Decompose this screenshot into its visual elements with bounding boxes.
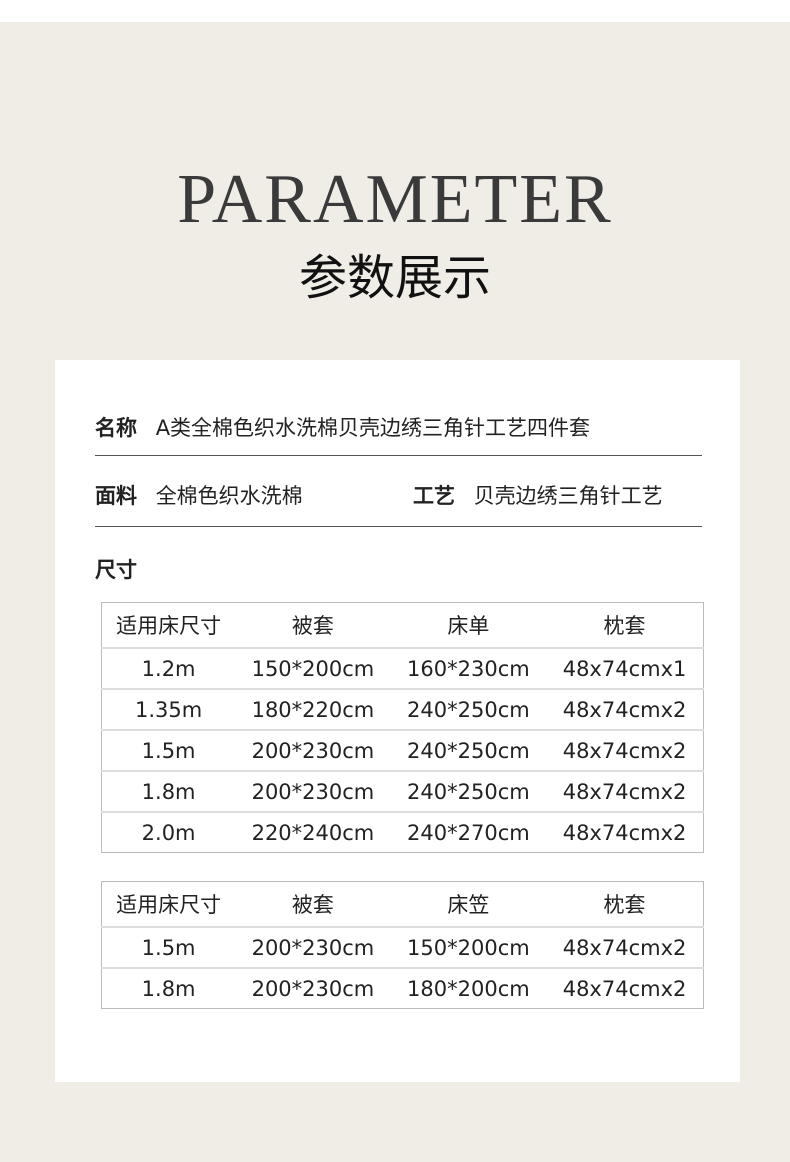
header-cell: 床单 [390,602,547,649]
fabric-craft-row: 面料 全棉色织水洗棉 工艺 贝壳边绣三角针工艺 [95,480,702,510]
table-cell: 240*250cm [390,771,547,813]
table-cell: 48x74cmx2 [546,730,704,772]
table-cell: 160*230cm [390,648,547,690]
table-cell: 48x74cmx2 [546,771,704,813]
table-cell: 48x74cmx2 [546,927,704,969]
parameter-card: 名称 A类全棉色织水洗棉贝壳边绣三角针工艺四件套 面料 全棉色织水洗棉 工艺 贝… [55,360,740,1082]
table-cell: 200*230cm [235,730,391,772]
table-header: 适用床尺寸 被套 床单 枕套 [101,602,704,649]
table-row: 1.5m 200*230cm 240*250cm 48x74cmx2 [101,730,704,772]
table-cell: 1.8m [141,976,196,1001]
table-cell: 150*200cm [390,927,547,969]
table-cell: 48x74cmx2 [546,689,704,731]
header-cell: 枕套 [546,602,704,649]
table-row: 1.8m 200*230cm 240*250cm 48x74cmx2 [101,771,704,813]
header-cell: 枕套 [546,881,704,928]
table-cell: 48x74cmx2 [562,820,687,845]
table-row: 2.0m 220*240cm 240*270cm 48x74cmx2 [102,812,704,853]
table-header: 适用床尺寸 被套 床笠 枕套 [101,881,704,928]
fabric-value: 全棉色织水洗棉 [155,484,303,508]
header-cell: 适用床尺寸 [101,881,236,928]
table-cell: 180*220cm [235,689,391,731]
title-chinese: 参数展示 [298,250,491,306]
table-cell: 2.0m [141,820,196,845]
name-row: 名称 A类全棉色织水洗棉贝壳边绣三角针工艺四件套 [95,412,702,442]
table-cell: 240*270cm [407,820,530,845]
name-value: A类全棉色织水洗棉贝壳边绣三角针工艺四件套 [155,416,591,440]
size-table-2: 适用床尺寸 被套 床笠 枕套 1.5m 200*230cm 150*200cm 48x… [101,881,704,1009]
table-cell: 180*200cm [407,976,530,1001]
table-cell: 200*230cm [235,771,391,813]
table-cell: 48x74cmx1 [546,648,704,690]
table-cell: 150*200cm [235,648,391,690]
table-cell: 1.5m [101,927,236,969]
table-cell: 200*230cm [251,976,375,1001]
size-label: 尺寸 [95,558,137,582]
header-cell: 床笠 [390,881,547,928]
table-row: 1.2m 150*200cm 160*230cm 48x74cmx1 [101,648,704,690]
table-cell: 200*230cm [235,927,391,969]
divider [95,455,702,456]
table-cell: 240*250cm [390,689,547,731]
header-cell: 被套 [235,881,391,928]
table-cell: 1.2m [101,648,236,690]
header-cell: 被套 [235,602,391,649]
table-row: 1.5m 200*230cm 150*200cm 48x74cmx2 [101,927,704,969]
craft-value: 贝壳边绣三角针工艺 [473,484,663,508]
title-english: PARAMETER [177,161,613,238]
craft-label: 工艺 [413,484,455,508]
table-cell: 48x74cmx2 [562,976,687,1001]
table-cell: 1.5m [101,730,236,772]
table-cell: 1.35m [101,689,236,731]
divider [95,526,702,527]
size-table-1: 适用床尺寸 被套 床单 枕套 1.2m 150*200cm 160*230cm 48x… [101,602,704,853]
table-cell: 240*250cm [390,730,547,772]
table-cell: 1.8m [101,771,236,813]
header-cell: 适用床尺寸 [101,602,236,649]
name-label: 名称 [95,416,137,440]
fabric-label: 面料 [95,484,137,508]
table-cell: 220*240cm [251,820,375,845]
table-row: 1.8m 200*230cm 180*200cm 48x74cmx2 [102,968,704,1009]
table-row: 1.35m 180*220cm 240*250cm 48x74cmx2 [101,689,704,731]
